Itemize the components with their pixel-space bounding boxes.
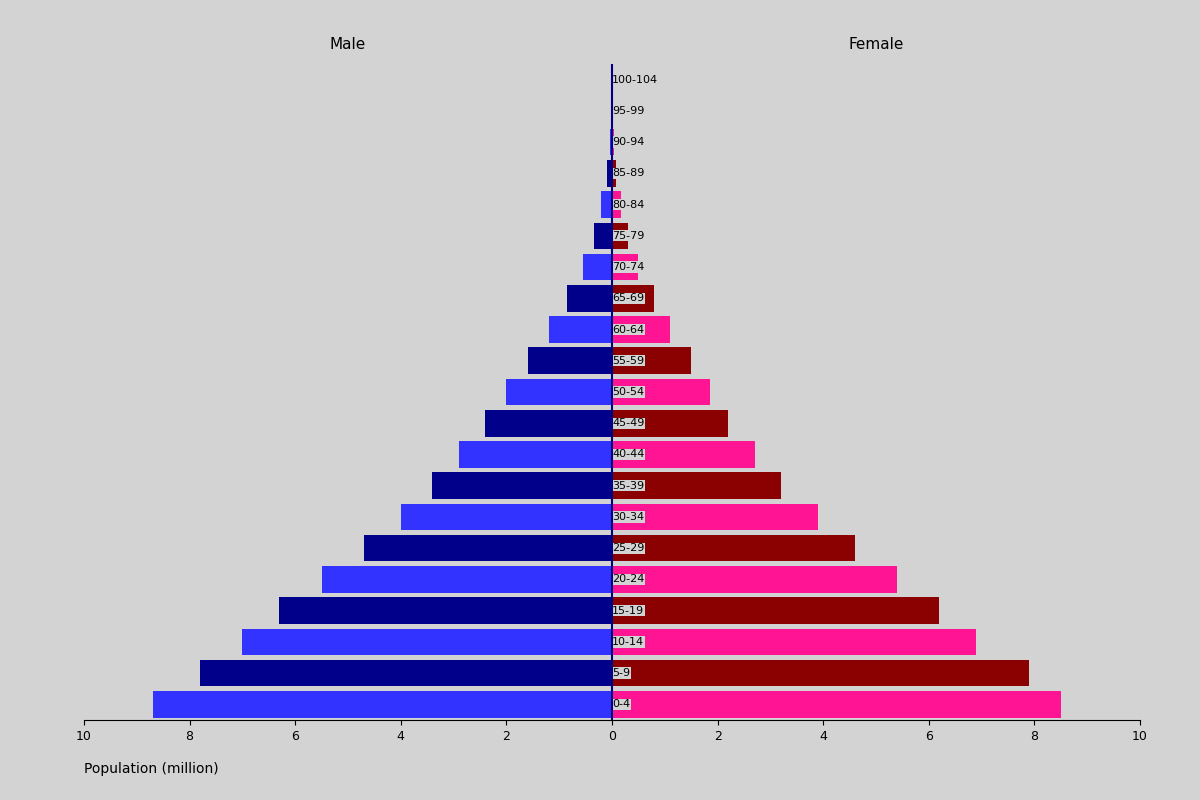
Bar (568, 285, 612, 311)
Bar (612, 254, 638, 280)
Bar (612, 160, 617, 186)
Bar (242, 629, 612, 655)
Text: 10-14: 10-14 (612, 637, 644, 647)
Bar (612, 410, 728, 437)
Text: 20-24: 20-24 (612, 574, 644, 585)
Text: 40-44: 40-44 (612, 450, 644, 459)
Bar (612, 222, 628, 249)
Text: 100-104: 100-104 (612, 74, 658, 85)
Text: Male: Male (330, 37, 366, 51)
Bar (612, 316, 670, 343)
Bar (364, 535, 612, 562)
Bar (583, 254, 612, 280)
Bar (612, 129, 613, 155)
Bar (506, 378, 612, 406)
Text: 50-54: 50-54 (612, 387, 644, 397)
Bar (612, 191, 620, 218)
Bar (152, 691, 612, 718)
Text: 45-49: 45-49 (612, 418, 644, 428)
Bar (612, 598, 940, 624)
Bar (612, 535, 854, 562)
Bar (612, 378, 709, 406)
Text: 35-39: 35-39 (612, 481, 644, 490)
Bar (322, 566, 612, 593)
Bar (610, 129, 612, 155)
Bar (528, 347, 612, 374)
Bar (548, 316, 612, 343)
Bar (601, 191, 612, 218)
Text: 30-34: 30-34 (612, 512, 644, 522)
Text: 5-9: 5-9 (612, 668, 630, 678)
Bar (612, 441, 755, 468)
Text: 75-79: 75-79 (612, 231, 644, 241)
Bar (612, 347, 691, 374)
Bar (612, 285, 654, 311)
Bar (432, 473, 612, 499)
Bar (612, 473, 781, 499)
Bar (401, 504, 612, 530)
Bar (612, 660, 1030, 686)
Bar (607, 160, 612, 186)
Text: 90-94: 90-94 (612, 137, 644, 147)
Bar (200, 660, 612, 686)
Text: 65-69: 65-69 (612, 294, 644, 303)
Bar (612, 504, 818, 530)
Text: 25-29: 25-29 (612, 543, 644, 553)
Text: Female: Female (848, 37, 904, 51)
Bar (612, 691, 1061, 718)
Text: 55-59: 55-59 (612, 356, 644, 366)
Text: 80-84: 80-84 (612, 199, 644, 210)
Bar (612, 566, 898, 593)
Text: 0-4: 0-4 (612, 699, 630, 710)
Text: 60-64: 60-64 (612, 325, 644, 334)
Text: 95-99: 95-99 (612, 106, 644, 116)
Bar (612, 629, 977, 655)
Text: 15-19: 15-19 (612, 606, 644, 616)
Text: Population (million): Population (million) (84, 762, 218, 776)
Text: 70-74: 70-74 (612, 262, 644, 272)
Bar (594, 222, 612, 249)
Text: 85-89: 85-89 (612, 168, 644, 178)
Bar (280, 598, 612, 624)
Bar (458, 441, 612, 468)
Bar (485, 410, 612, 437)
